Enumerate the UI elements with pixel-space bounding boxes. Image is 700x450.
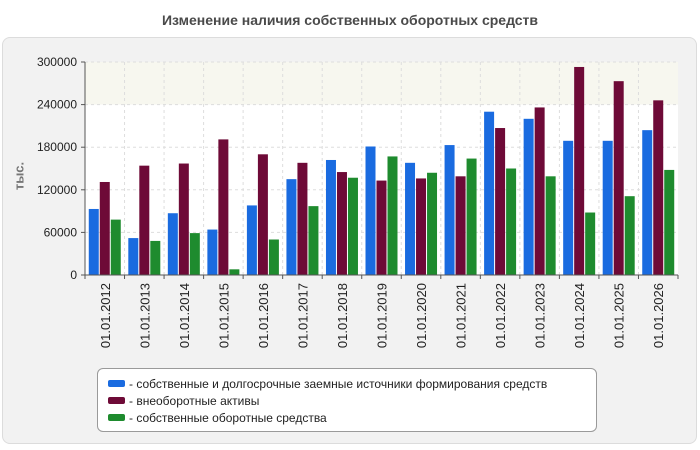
bar-1-01.01.2015 [218, 139, 229, 275]
x-tick-label: 01.01.2016 [256, 283, 271, 348]
x-tick-label: 01.01.2012 [98, 283, 113, 348]
bar-0-01.01.2014 [167, 213, 178, 275]
bar-1-01.01.2026 [653, 100, 664, 275]
bar-1-01.01.2025 [613, 81, 624, 275]
bar-2-01.01.2019 [387, 156, 398, 275]
x-tick-label: 01.01.2017 [295, 283, 310, 348]
bar-0-01.01.2018 [325, 159, 336, 275]
bar-2-01.01.2016 [268, 239, 279, 275]
bar-0-01.01.2016 [246, 205, 257, 275]
y-axis-label: тыс. [11, 161, 27, 191]
bar-0-01.01.2013 [128, 238, 139, 275]
plot-top-band [85, 62, 678, 105]
bar-1-01.01.2014 [178, 163, 189, 275]
legend-swatch-sources [108, 380, 125, 387]
bar-2-01.01.2020 [427, 172, 438, 275]
x-tick-label: 01.01.2019 [375, 283, 390, 348]
legend-label-sources: - собственные и долгосрочные заемные ист… [129, 376, 548, 391]
bar-0-01.01.2026 [642, 130, 653, 275]
bar-1-01.01.2012 [99, 181, 110, 275]
bar-0-01.01.2022 [484, 111, 495, 275]
x-tick-label: 01.01.2025 [612, 283, 627, 348]
legend: - собственные и долгосрочные заемные ист… [97, 368, 597, 432]
bar-1-01.01.2017 [297, 162, 308, 275]
bar-2-01.01.2026 [664, 169, 675, 275]
bar-0-01.01.2020 [405, 162, 416, 275]
bar-1-01.01.2021 [455, 176, 466, 275]
bar-2-01.01.2014 [189, 233, 200, 275]
y-tick-label: 0 [70, 268, 77, 282]
x-tick-label: 01.01.2026 [651, 283, 666, 348]
legend-swatch-working-capital [108, 414, 125, 421]
x-tick-label: 01.01.2013 [137, 283, 152, 348]
bar-0-01.01.2023 [523, 118, 534, 275]
legend-item-working-capital[interactable]: - собственные оборотные средства [108, 409, 586, 426]
legend-item-sources[interactable]: - собственные и долгосрочные заемные ист… [108, 375, 586, 392]
bar-2-01.01.2012 [110, 219, 121, 275]
bar-2-01.01.2021 [466, 158, 477, 275]
x-tick-label: 01.01.2020 [414, 283, 429, 348]
bar-2-01.01.2022 [506, 168, 517, 275]
y-tick-label: 180000 [37, 140, 77, 154]
bar-0-01.01.2015 [207, 229, 218, 275]
bar-0-01.01.2019 [365, 146, 376, 275]
bar-2-01.01.2015 [229, 269, 240, 275]
bar-1-01.01.2013 [139, 165, 150, 275]
bar-2-01.01.2025 [624, 196, 635, 275]
chart-title: Изменение наличия собственных оборотных … [161, 12, 539, 28]
bar-0-01.01.2012 [88, 208, 99, 275]
y-tick-label: 240000 [37, 98, 77, 112]
bar-2-01.01.2013 [150, 240, 161, 275]
x-tick-label: 01.01.2024 [572, 283, 587, 348]
legend-label-noncurrent-assets: - внеоборотные активы [129, 393, 260, 408]
bar-1-01.01.2019 [376, 180, 387, 275]
bar-0-01.01.2024 [563, 140, 574, 275]
legend-item-noncurrent-assets[interactable]: - внеоборотные активы [108, 392, 586, 409]
y-tick-label: 60000 [44, 225, 78, 239]
legend-label-working-capital: - собственные оборотные средства [129, 410, 327, 425]
bar-0-01.01.2021 [444, 145, 455, 275]
x-tick-label: 01.01.2021 [454, 283, 469, 348]
x-tick-label: 01.01.2015 [216, 283, 231, 348]
bar-1-01.01.2016 [257, 154, 268, 275]
bar-1-01.01.2024 [574, 66, 585, 275]
bar-1-01.01.2018 [336, 172, 347, 275]
x-tick-label: 01.01.2018 [335, 283, 350, 348]
bar-2-01.01.2018 [347, 177, 358, 275]
bar-1-01.01.2022 [495, 128, 506, 275]
bar-1-01.01.2023 [534, 107, 545, 275]
x-tick-label: 01.01.2023 [533, 283, 548, 348]
bar-0-01.01.2017 [286, 179, 297, 275]
bar-2-01.01.2023 [545, 176, 556, 275]
x-tick-label: 01.01.2022 [493, 283, 508, 348]
legend-swatch-noncurrent-assets [108, 397, 125, 404]
y-tick-label: 300000 [37, 55, 77, 69]
bar-2-01.01.2024 [585, 212, 596, 275]
bar-1-01.01.2020 [416, 178, 427, 275]
y-tick-label: 120000 [37, 183, 77, 197]
bar-2-01.01.2017 [308, 206, 319, 275]
x-tick-label: 01.01.2014 [177, 283, 192, 348]
bar-0-01.01.2025 [602, 140, 613, 275]
